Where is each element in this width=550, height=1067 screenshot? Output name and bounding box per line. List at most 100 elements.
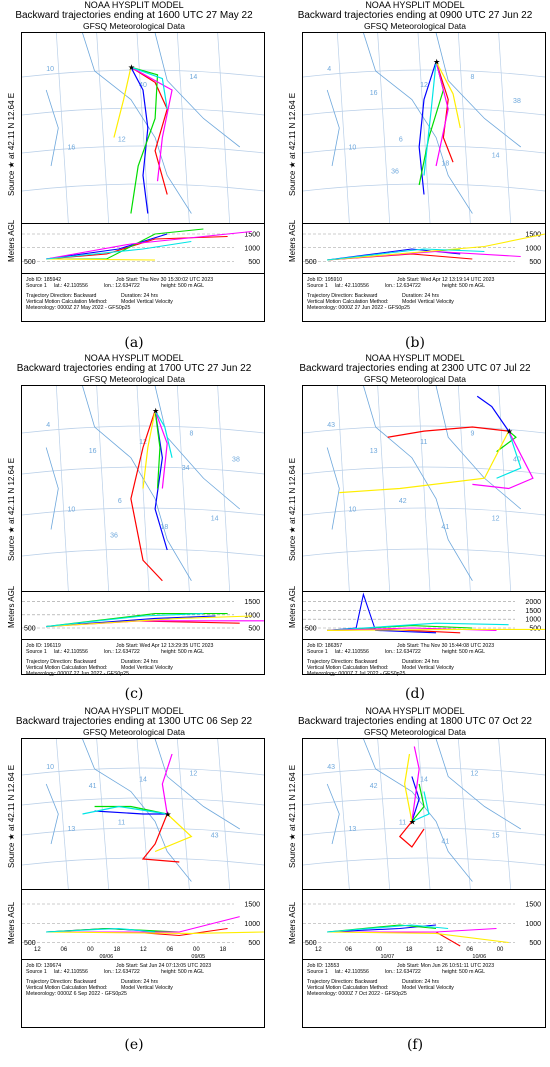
footer-row: Meteorology: 0000Z 27 May 2022 - GFS0p25 [26,305,260,311]
at-text: at [7,151,16,159]
grid-label: 12 [470,770,478,777]
map-svg: 43 42 9 10 11 12 13 41 40 ★ [303,386,545,591]
footer-vertical: Vertical Motion Calculation Method: [26,665,108,671]
map-area: 4 6 8 10 12 14 16 18 38 36 ★ [303,33,545,224]
footer-row: Meteorology: 0000Z 7 Jul 2022 - GFS0p25 [307,671,541,677]
meridian-line [217,739,231,889]
source-label: Source ★ at 42.11 N 12.64 E [7,92,16,195]
lat-label: 42.11 N [288,122,297,150]
meridian-line [55,386,69,591]
time-tick-label: 00 [497,947,504,953]
trajectory-line [141,813,180,863]
footer-row: Job ID: 13553 Job Start: Mon Jun 26 10:51… [307,963,541,969]
height-tick-label: 500 [248,259,260,266]
footer-meteorology: Meteorology: 0000Z 6 Sep 2022 - GFS0p25 [26,991,127,997]
trajectory-line [411,746,420,822]
time-tick-label: 12 [436,947,443,953]
footer-vertical: Vertical Motion Calculation Method: [307,985,389,991]
star-icon: ★ [7,524,16,536]
height-profile-svg: 1500 1000 500 500 [22,599,264,633]
grid-label: 38 [513,98,521,105]
trajectory-line [411,776,420,822]
footer-vertical: Vertical Motion Calculation Method: [26,299,108,305]
meters-agl-label: Meters AGL [7,901,16,944]
grid-label: 6 [399,136,403,143]
grid-label: 10 [348,507,356,514]
trajectory-panel: NOAA HYSPLIT MODEL Backward trajectories … [284,0,546,322]
parallel-line [303,425,545,434]
footer-source: Source 1 [307,969,328,975]
footer-source: Source 1 [26,969,47,975]
trajectory-panel: NOAA HYSPLIT MODEL Backward trajectories … [284,353,546,677]
map-svg: 4 6 8 10 12 14 16 18 38 36 ★ [303,33,545,223]
height-tick-label: 500 [529,940,541,947]
footer-row: Meteorology: 0000Z 6 Sep 2022 - GFS0p25 [26,991,260,997]
panel-caption: (e) [124,1037,144,1053]
footer-vertical-value: Model Vertical Velocity [121,299,173,305]
footer-row: Trajectory Direction: Backward Duration: … [307,659,541,665]
parallel-line [303,69,545,78]
footer-row: Meteorology: 0000Z 27 Jun 2022 - GFS0p25 [26,671,260,677]
height-profile: 1500 1000 500 500 12 06 00 18 12 06 00 10/07 10/06 [303,890,545,960]
star-icon: ★ [288,524,297,536]
lon-label: 12.64 E [7,92,16,120]
footer-row: Job ID: 196119 Job Start: Wed Apr 12 13:2… [26,643,260,649]
map-area: 4 6 8 10 12 14 16 18 38 36 34 ★ [22,386,264,592]
height-tick-label: 1500 [244,902,260,909]
footer-row: Meteorology: 0000Z 7 Oct 2022 - GFS0p25 [307,991,541,997]
start-height-label: 500 [305,940,317,947]
meridian-line [457,386,471,591]
trajectory-panel: NOAA HYSPLIT MODEL Backward trajectories … [3,353,265,677]
footer-row: Job ID: 185942 Job Start: Thu Nov 30 15:3… [26,277,260,283]
trajectory-line [130,66,173,182]
height-trajectory-line [46,230,252,260]
map-svg: 43 11 12 13 14 15 42 41 ★ [303,739,545,889]
footer-duration: Duration: 24 hrs [121,659,158,665]
grid-label: 15 [492,832,500,839]
job-start: Job Start: Thu Nov 30 15:44:08 UTC 2023 [397,643,495,649]
footer-duration: Duration: 24 hrs [402,293,439,299]
map-svg: 10 12 14 16 40 ★ [22,33,264,223]
job-info-footer: Job ID: 195910 Job Start: Wed Apr 12 13:1… [303,273,545,321]
meridian-line [417,739,431,889]
lat-label: 42.11 N [7,487,16,516]
grid-label: 41 [441,839,449,846]
footer-source: Source 1 [307,283,328,289]
height-tick-label: 1000 [244,245,260,252]
start-height-label: 500 [24,259,36,266]
footer-row: Source 1 lat.: 42.110556 lon.: 12.634722 he… [307,969,541,975]
meridian-line [217,386,231,591]
panel-met-data: GFSQ Meteorological Data [82,727,186,737]
coastline [45,33,241,214]
grid-label: 9 [470,431,474,438]
grid-label: 41 [89,783,97,790]
trajectory-line [161,753,173,815]
meridian-line [417,33,431,223]
source-label: Source ★ at 42.11 N 12.64 E [288,92,297,195]
panel-met-data: GFSQ Meteorological Data [363,374,467,384]
grid-label: 34 [182,465,190,472]
height-tick-label: 1500 [244,232,260,239]
job-info-footer: Job ID: 196119 Job Start: Wed Apr 12 13:2… [22,639,264,677]
height-profile: 1500 1000 500 500 [22,224,264,274]
lat-label: 42.11 N [288,794,297,822]
meters-agl-label: Meters AGL [288,219,297,262]
height-tick-label: 1500 [244,599,260,606]
panel-title: NOAA HYSPLIT MODEL [84,353,184,363]
panel-frame: 10 11 12 13 14 43 41 ★ 1500 1000 500 500 12 06 00 18 12 0… [21,738,265,1028]
panel-caption: (d) [405,686,425,702]
grid-label: 12 [420,82,428,89]
trajectory-line [130,66,168,110]
panel-frame: 4 6 8 10 12 14 16 18 38 36 ★ 1500 1000 500 500 Job ID: … [302,32,546,322]
footer-direction: Trajectory Direction: Backward [26,659,97,665]
source-label: Source ★ at 42.11 N 12.64 E [288,458,297,561]
star-icon: ★ [7,830,16,843]
panel-subtitle: Backward trajectories ending at 1600 UTC… [15,10,253,21]
footer-row: Vertical Motion Calculation Method: Model… [307,985,541,991]
job-id: Job ID: 196119 [26,643,61,649]
coastline [45,386,241,581]
parallel-line [22,69,264,78]
meridian-line [498,33,512,223]
trajectory-line [130,66,159,214]
grid-label: 43 [327,422,335,429]
